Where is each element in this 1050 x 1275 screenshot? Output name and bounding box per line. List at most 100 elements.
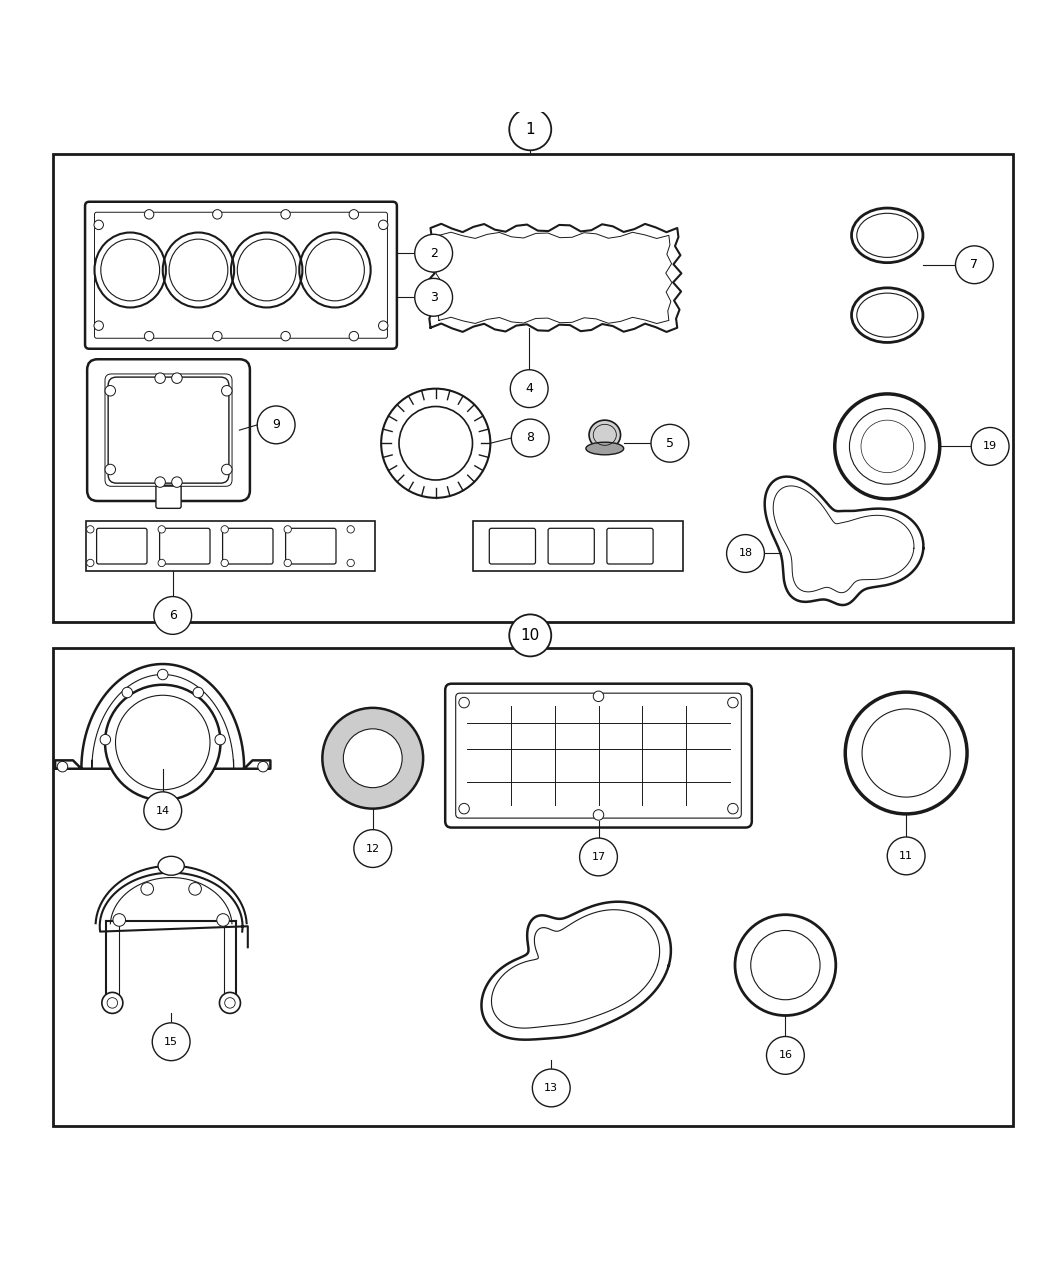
Circle shape xyxy=(956,246,993,283)
FancyBboxPatch shape xyxy=(489,528,536,564)
Circle shape xyxy=(281,332,290,340)
Circle shape xyxy=(158,669,168,680)
Text: 8: 8 xyxy=(526,431,534,445)
Text: 7: 7 xyxy=(970,259,979,272)
Circle shape xyxy=(113,914,126,926)
Circle shape xyxy=(87,525,94,533)
Polygon shape xyxy=(773,486,914,593)
Circle shape xyxy=(415,235,453,272)
Circle shape xyxy=(145,209,154,219)
FancyBboxPatch shape xyxy=(548,528,594,564)
Circle shape xyxy=(727,534,764,572)
Ellipse shape xyxy=(158,857,185,875)
Circle shape xyxy=(144,792,182,830)
Bar xyxy=(52,648,1013,1126)
Text: 3: 3 xyxy=(429,291,438,303)
FancyBboxPatch shape xyxy=(223,528,273,564)
Circle shape xyxy=(216,914,229,926)
Circle shape xyxy=(152,1023,190,1061)
Bar xyxy=(472,521,682,571)
FancyBboxPatch shape xyxy=(607,528,653,564)
Circle shape xyxy=(222,385,232,397)
Circle shape xyxy=(94,321,103,330)
Text: 14: 14 xyxy=(155,806,170,816)
Ellipse shape xyxy=(586,442,624,455)
Circle shape xyxy=(509,615,551,657)
Circle shape xyxy=(399,407,472,479)
Text: 11: 11 xyxy=(899,850,914,861)
Circle shape xyxy=(459,697,469,708)
FancyBboxPatch shape xyxy=(160,528,210,564)
Circle shape xyxy=(349,209,359,219)
Circle shape xyxy=(510,370,548,408)
Circle shape xyxy=(172,477,183,487)
Circle shape xyxy=(141,882,153,895)
Circle shape xyxy=(459,803,469,813)
Text: 19: 19 xyxy=(983,441,998,451)
Circle shape xyxy=(105,685,220,801)
Circle shape xyxy=(849,408,925,484)
Text: 5: 5 xyxy=(666,437,674,450)
Text: 18: 18 xyxy=(738,548,753,558)
Polygon shape xyxy=(482,901,671,1039)
Text: 17: 17 xyxy=(591,852,606,862)
FancyBboxPatch shape xyxy=(286,528,336,564)
Circle shape xyxy=(100,734,110,745)
Ellipse shape xyxy=(306,240,364,301)
Circle shape xyxy=(509,108,551,150)
FancyBboxPatch shape xyxy=(445,683,752,827)
Circle shape xyxy=(220,525,229,533)
Circle shape xyxy=(281,209,290,219)
Circle shape xyxy=(94,221,103,230)
Circle shape xyxy=(346,525,355,533)
FancyBboxPatch shape xyxy=(108,377,229,483)
Circle shape xyxy=(354,830,392,867)
Text: 6: 6 xyxy=(169,609,176,622)
Circle shape xyxy=(284,560,292,566)
Text: 15: 15 xyxy=(164,1037,179,1047)
Text: 13: 13 xyxy=(544,1082,559,1093)
Circle shape xyxy=(415,278,453,316)
Circle shape xyxy=(105,464,116,474)
Circle shape xyxy=(155,372,166,384)
Circle shape xyxy=(378,221,388,230)
Circle shape xyxy=(971,427,1009,465)
Circle shape xyxy=(766,1037,804,1075)
Circle shape xyxy=(107,997,118,1009)
Circle shape xyxy=(158,560,166,566)
Circle shape xyxy=(193,687,204,697)
Circle shape xyxy=(887,836,925,875)
Text: 2: 2 xyxy=(429,246,438,260)
Circle shape xyxy=(219,992,240,1014)
Circle shape xyxy=(212,332,223,340)
Text: 4: 4 xyxy=(525,382,533,395)
Bar xyxy=(86,521,375,571)
Circle shape xyxy=(651,425,689,462)
Text: 9: 9 xyxy=(272,418,280,431)
Circle shape xyxy=(257,761,269,771)
Circle shape xyxy=(102,992,123,1014)
Circle shape xyxy=(751,931,820,1000)
Circle shape xyxy=(593,691,604,701)
Polygon shape xyxy=(426,224,681,332)
Circle shape xyxy=(145,332,154,340)
Circle shape xyxy=(532,1068,570,1107)
Circle shape xyxy=(172,372,183,384)
Circle shape xyxy=(222,464,232,474)
Text: 10: 10 xyxy=(521,627,540,643)
Circle shape xyxy=(284,525,292,533)
Polygon shape xyxy=(491,910,659,1028)
Ellipse shape xyxy=(101,240,160,301)
FancyBboxPatch shape xyxy=(97,528,147,564)
Circle shape xyxy=(122,687,132,697)
Circle shape xyxy=(349,332,359,340)
Circle shape xyxy=(593,810,604,820)
Circle shape xyxy=(225,997,235,1009)
Text: 12: 12 xyxy=(365,844,380,853)
Circle shape xyxy=(155,477,166,487)
Circle shape xyxy=(728,803,738,813)
Circle shape xyxy=(257,405,295,444)
FancyBboxPatch shape xyxy=(155,486,181,509)
Circle shape xyxy=(105,385,116,397)
Ellipse shape xyxy=(237,240,296,301)
